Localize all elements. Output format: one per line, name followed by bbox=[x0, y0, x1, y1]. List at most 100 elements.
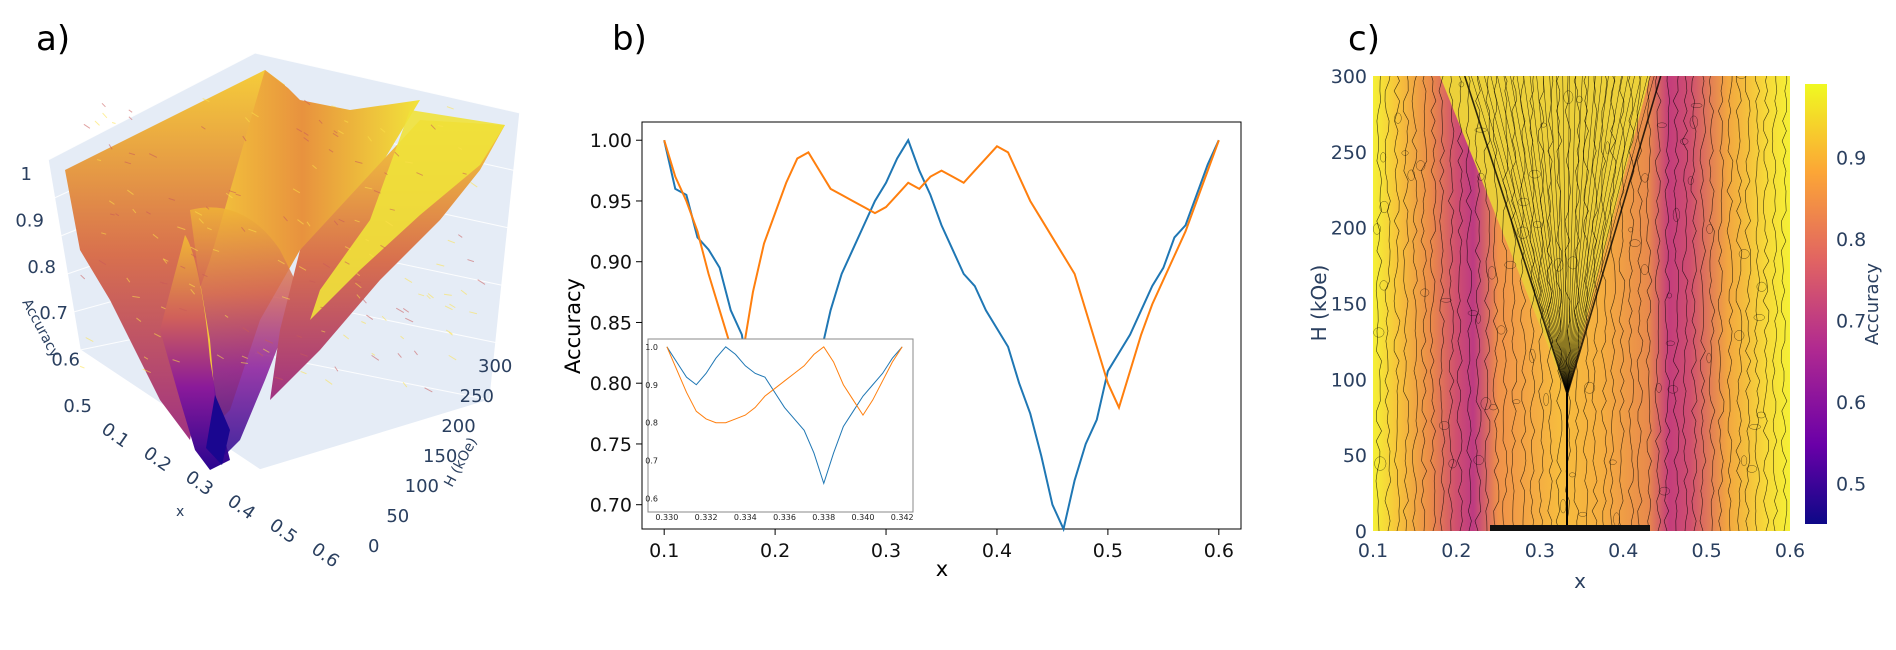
cone-line bbox=[1549, 76, 1568, 395]
y-tick-label: 1.00 bbox=[590, 130, 632, 152]
surface-texture-stroke bbox=[85, 337, 94, 343]
surface-texture-stroke bbox=[127, 189, 134, 195]
surface-texture-stroke bbox=[443, 293, 452, 296]
contour-island bbox=[1640, 264, 1649, 275]
contour-line bbox=[1465, 76, 1473, 531]
contour-island bbox=[1379, 200, 1389, 214]
contour-island bbox=[1528, 348, 1536, 363]
surface-texture-stroke bbox=[373, 190, 381, 194]
inset-series bbox=[666, 346, 903, 486]
contour-island bbox=[1576, 95, 1583, 103]
surface-texture-stroke bbox=[298, 266, 307, 271]
surface-texture-stroke bbox=[242, 327, 250, 333]
contour-line bbox=[1375, 76, 1383, 531]
contour-line bbox=[1483, 76, 1491, 531]
contour-line bbox=[1654, 76, 1662, 531]
surface-texture-stroke bbox=[168, 197, 176, 201]
surface-texture-stroke bbox=[436, 263, 445, 267]
inset-x-ticks: 0.330 0.332 0.334 0.336 0.338 0.340 0.342 bbox=[655, 513, 913, 522]
contour-line bbox=[1780, 76, 1788, 531]
inset-series-line-0 bbox=[666, 346, 903, 486]
surface-texture-stroke bbox=[333, 130, 338, 134]
contour-island bbox=[1475, 313, 1481, 324]
colorbar-tick-label: 0.7 bbox=[1836, 310, 1866, 332]
contour-island bbox=[1667, 385, 1679, 394]
inset-x-tick-label: 0.332 bbox=[695, 513, 718, 522]
z-tick-label: 0.9 bbox=[15, 210, 44, 231]
surface-texture-stroke bbox=[241, 226, 246, 232]
contour-island bbox=[1516, 226, 1530, 239]
surface-texture-stroke bbox=[353, 280, 362, 284]
surface-texture-stroke bbox=[344, 261, 350, 265]
surface-texture-stroke bbox=[300, 353, 308, 357]
y-tick-label: 50 bbox=[1343, 445, 1367, 467]
contour-line bbox=[1474, 76, 1482, 531]
surface-texture-stroke bbox=[152, 233, 159, 239]
surface-texture-stroke bbox=[235, 193, 241, 197]
contour-island bbox=[1687, 176, 1694, 186]
surface-texture-stroke bbox=[162, 282, 168, 285]
y-tick-label: 300 bbox=[1331, 66, 1367, 88]
surface-texture-stroke bbox=[354, 160, 363, 164]
x-tick-label: 0.1 bbox=[1358, 540, 1388, 562]
colorbar-tick-label: 0.8 bbox=[1836, 229, 1866, 251]
contour-island bbox=[1679, 138, 1689, 145]
surface-texture-stroke bbox=[458, 234, 463, 238]
contour-line bbox=[1501, 76, 1509, 531]
surface-texture-stroke bbox=[402, 308, 410, 313]
contour-line bbox=[1762, 76, 1770, 531]
contour-line bbox=[1429, 76, 1437, 531]
inset-y-ticks: 0.6 0.7 0.8 0.9 1.0 bbox=[645, 343, 658, 504]
pane-edge bbox=[47, 112, 521, 471]
contour-island bbox=[1504, 260, 1517, 269]
surface-texture-stroke bbox=[228, 190, 237, 194]
x-tick-label: 0.5 bbox=[1691, 540, 1721, 562]
x-tick-label: 0.3 bbox=[1525, 540, 1555, 562]
surface-texture-stroke bbox=[143, 356, 149, 360]
cone-line bbox=[1555, 76, 1568, 395]
surface-texture-stroke bbox=[320, 306, 328, 309]
x-axis-label: x bbox=[176, 504, 184, 520]
contour-island bbox=[1584, 381, 1596, 394]
surface-texture-stroke bbox=[321, 330, 326, 333]
contour-line bbox=[1591, 76, 1598, 531]
surface-texture-stroke bbox=[224, 314, 229, 318]
y-axis-ticks: 0.70 0.75 0.80 0.85 0.90 0.95 1.00 bbox=[590, 130, 642, 517]
surface-texture-stroke bbox=[96, 159, 102, 162]
surface-texture-stroke bbox=[426, 294, 431, 300]
y-tick-label: 0.80 bbox=[590, 373, 632, 395]
surface-texture-stroke bbox=[361, 321, 367, 324]
contour-line bbox=[1735, 76, 1743, 531]
cone-line bbox=[1566, 76, 1662, 395]
cone-line bbox=[1567, 76, 1655, 395]
surface-texture-stroke bbox=[369, 253, 374, 258]
surface-texture-stroke bbox=[437, 125, 444, 128]
surface-texture-stroke bbox=[201, 126, 206, 130]
surface-texture-stroke bbox=[128, 116, 133, 121]
contour-island bbox=[1608, 459, 1617, 465]
surface-texture-stroke bbox=[126, 277, 131, 283]
cone-line bbox=[1490, 76, 1568, 395]
contour-cone bbox=[1440, 76, 1650, 393]
cone-line bbox=[1567, 76, 1570, 395]
surface-texture-stroke bbox=[124, 161, 132, 165]
surface-texture-stroke bbox=[202, 98, 210, 103]
y-axis-ticks: 0 50 100 150 200 250 300 bbox=[1331, 66, 1367, 543]
surface-texture-stroke bbox=[344, 120, 349, 123]
contour-island bbox=[1629, 239, 1641, 247]
y-tick-label: 50 bbox=[386, 506, 409, 527]
surface-texture-stroke bbox=[163, 259, 168, 264]
surface-texture-stroke bbox=[354, 219, 360, 223]
y-tick-label: 0.70 bbox=[590, 495, 632, 517]
x-tick-label: 0.6 bbox=[307, 539, 343, 573]
x-tick-label: 0.5 bbox=[265, 515, 301, 549]
inset-chart: 0.330 0.332 0.334 0.336 0.338 0.340 0.342 0.60… bbox=[645, 338, 914, 522]
surface-texture-stroke bbox=[281, 296, 290, 300]
y-tick-label: 0.85 bbox=[590, 312, 632, 334]
surface-texture-stroke bbox=[136, 317, 142, 322]
contour-line bbox=[1609, 76, 1617, 531]
surface-texture-stroke bbox=[292, 188, 301, 194]
surface-texture-stroke bbox=[274, 376, 283, 381]
surface-texture-stroke bbox=[115, 213, 120, 217]
surface-minimum bbox=[206, 395, 230, 465]
